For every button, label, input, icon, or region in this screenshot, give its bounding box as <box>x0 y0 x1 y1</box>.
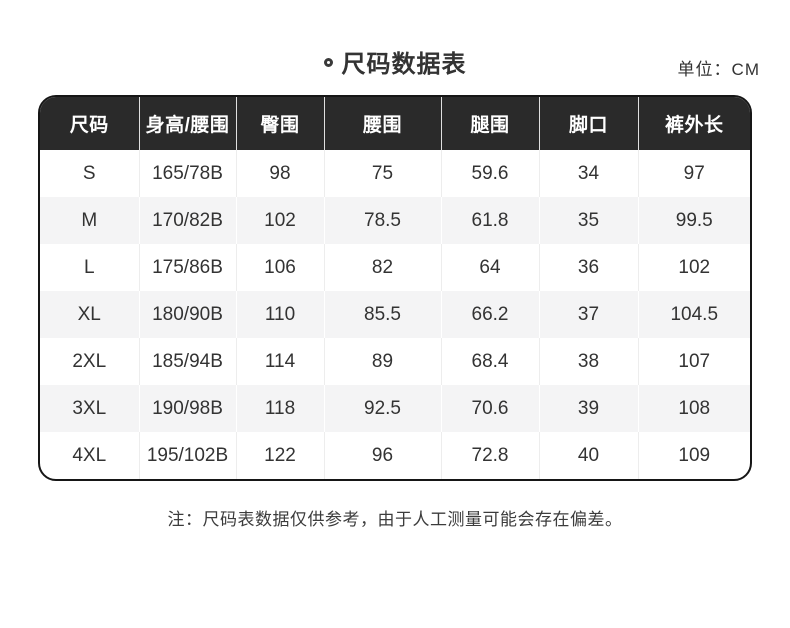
table-cell: 92.5 <box>323 385 441 432</box>
table-cell: 106 <box>235 244 324 291</box>
page-title: 尺码数据表 <box>0 44 790 79</box>
column-header-2: 臀围 <box>235 97 324 150</box>
table-cell: 97 <box>637 150 750 197</box>
size-table: 尺码 身高/腰围 臀围 腰围 腿围 脚口 裤外长 S 165/78B 98 75 59.6 34 97 M… <box>38 95 752 481</box>
table-cell: 68.4 <box>440 338 539 385</box>
table-header-row: 尺码 身高/腰围 臀围 腰围 腿围 脚口 裤外长 <box>40 97 750 150</box>
size-cell: L <box>83 256 95 278</box>
table-cell: 72.8 <box>440 432 539 479</box>
page-title-text: 尺码数据表 <box>341 51 467 78</box>
table-cell: 61.8 <box>440 197 539 244</box>
title-row: 尺码数据表 单位：CM <box>0 44 790 80</box>
table-cell: 66.2 <box>440 291 539 338</box>
size-data-table: 尺码 身高/腰围 臀围 腰围 腿围 脚口 裤外长 S 165/78B 98 75 59.6 34 97 M… <box>40 97 750 479</box>
table-cell: 170/82B <box>138 197 236 244</box>
table-cell: 118 <box>235 385 324 432</box>
size-cell: 2XL <box>72 350 107 372</box>
table-row: 4XL 195/102B 122 96 72.8 40 109 <box>40 432 750 479</box>
table-cell: 75 <box>323 150 441 197</box>
table-cell: 114 <box>235 338 324 385</box>
unit-label: 单位：CM <box>677 60 760 79</box>
circle-bullet-icon <box>323 58 333 68</box>
table-row: 3XL 190/98B 118 92.5 70.6 39 108 <box>40 385 750 432</box>
column-header-0: 尺码 <box>40 97 139 150</box>
table-cell: 99.5 <box>637 197 750 244</box>
table-row: 2XL 185/94B 114 89 68.4 38 107 <box>40 338 750 385</box>
table-cell: 165/78B <box>138 150 236 197</box>
table-cell: 96 <box>323 432 441 479</box>
table-cell: 108 <box>637 385 750 432</box>
table-cell: 85.5 <box>323 291 441 338</box>
table-row: L 175/86B 106 82 64 36 102 <box>40 244 750 291</box>
footnote: 注：尺码表数据仅供参考，由于人工测量可能会存在偏差。 <box>167 510 623 529</box>
size-cell: 4XL <box>72 444 107 466</box>
size-cell: XL <box>77 303 101 325</box>
table-cell: 89 <box>323 338 441 385</box>
table-cell: 180/90B <box>138 291 236 338</box>
table-cell: 122 <box>235 432 324 479</box>
column-header-1: 身高/腰围 <box>138 97 236 150</box>
table-cell: 64 <box>440 244 539 291</box>
column-header-6: 裤外长 <box>637 97 750 150</box>
table-cell: 195/102B <box>138 432 236 479</box>
table-cell: 185/94B <box>138 338 236 385</box>
table-cell: 110 <box>235 291 324 338</box>
table-cell: 36 <box>538 244 638 291</box>
size-cell: M <box>81 209 98 231</box>
size-cell: 3XL <box>72 397 107 419</box>
table-cell: 102 <box>637 244 750 291</box>
table-cell: 39 <box>538 385 638 432</box>
table-cell: 82 <box>323 244 441 291</box>
table-cell: 59.6 <box>440 150 539 197</box>
table-cell: 102 <box>235 197 324 244</box>
table-row: S 165/78B 98 75 59.6 34 97 <box>40 150 750 197</box>
size-cell: S <box>82 162 96 184</box>
table-cell: 109 <box>637 432 750 479</box>
table-cell: 98 <box>235 150 324 197</box>
table-cell: 104.5 <box>637 291 750 338</box>
table-row: XL 180/90B 110 85.5 66.2 37 104.5 <box>40 291 750 338</box>
table-cell: 34 <box>538 150 638 197</box>
column-header-3: 腰围 <box>323 97 441 150</box>
table-cell: 40 <box>538 432 638 479</box>
table-cell: 70.6 <box>440 385 539 432</box>
table-cell: 37 <box>538 291 638 338</box>
column-header-4: 腿围 <box>440 97 539 150</box>
table-cell: 38 <box>538 338 638 385</box>
table-cell: 175/86B <box>138 244 236 291</box>
table-cell: 35 <box>538 197 638 244</box>
table-cell: 107 <box>637 338 750 385</box>
table-cell: 190/98B <box>138 385 236 432</box>
table-row: M 170/82B 102 78.5 61.8 35 99.5 <box>40 197 750 244</box>
table-cell: 78.5 <box>323 197 441 244</box>
column-header-5: 脚口 <box>538 97 638 150</box>
